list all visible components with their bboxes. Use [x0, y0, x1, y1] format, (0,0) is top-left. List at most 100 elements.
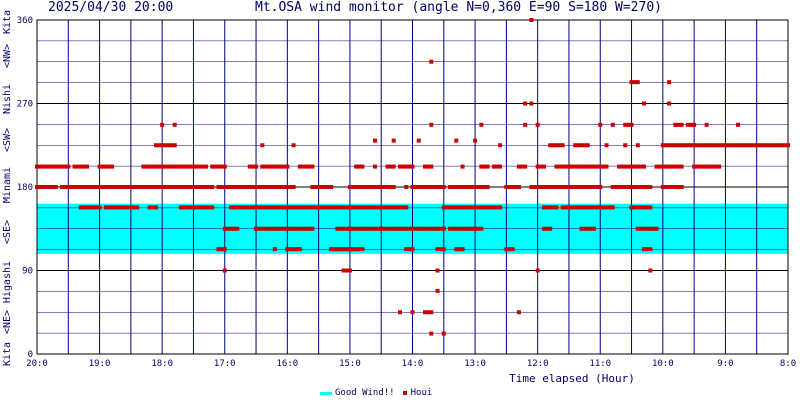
- houi-point: [451, 185, 456, 189]
- houi-point: [288, 226, 293, 231]
- houi-point: [53, 185, 58, 189]
- houi-point: [326, 205, 331, 210]
- houi-point: [404, 226, 409, 231]
- houi-point: [585, 185, 590, 189]
- houi-point: [629, 185, 634, 189]
- houi-point: [751, 143, 756, 148]
- houi-point: [141, 185, 146, 189]
- houi-point: [166, 185, 171, 189]
- houi-point: [376, 226, 381, 231]
- houi-point: [551, 185, 556, 189]
- houi-point: [617, 164, 622, 169]
- houi-point: [648, 226, 653, 231]
- houi-point: [288, 247, 293, 252]
- houi-point: [714, 164, 719, 169]
- houi-point: [244, 205, 249, 210]
- houi-point: [435, 226, 440, 231]
- houi-point: [81, 185, 86, 189]
- houi-point: [335, 205, 340, 210]
- houi-point: [454, 247, 459, 252]
- houi-point: [620, 185, 625, 189]
- houi-point: [510, 185, 515, 189]
- houi-point: [319, 205, 324, 210]
- houi-point: [329, 247, 334, 252]
- houi-point: [767, 143, 772, 148]
- houi-point: [200, 164, 205, 169]
- houi-point: [150, 185, 155, 189]
- houi-point: [354, 185, 359, 189]
- houi-point: [401, 205, 406, 210]
- houi-point: [579, 164, 584, 169]
- y-tick-label: 90: [22, 267, 33, 277]
- houi-point: [332, 205, 337, 210]
- houi-point: [660, 143, 665, 148]
- houi-point: [632, 205, 637, 210]
- houi-point: [285, 205, 290, 210]
- x-tick-label: 8:0: [780, 359, 796, 369]
- houi-point: [285, 164, 290, 169]
- houi-point: [419, 226, 424, 231]
- houi-point: [397, 164, 402, 169]
- houi-point: [147, 164, 152, 169]
- houi-point: [360, 226, 365, 231]
- houi-point: [729, 143, 734, 148]
- houi-point: [554, 164, 559, 169]
- houi-point: [313, 185, 318, 189]
- houi-point: [85, 205, 90, 210]
- houi-point: [41, 164, 46, 169]
- houi-point: [66, 185, 71, 189]
- houi-point: [385, 164, 390, 169]
- houi-point: [441, 247, 446, 252]
- houi-point: [335, 247, 340, 252]
- houi-point: [660, 164, 665, 169]
- houi-point: [704, 164, 709, 169]
- houi-point: [285, 247, 290, 252]
- houi-point: [523, 122, 528, 127]
- houi-point: [479, 164, 484, 169]
- houi-point: [523, 101, 528, 106]
- houi-point: [147, 205, 152, 210]
- houi-point: [429, 310, 434, 315]
- houi-point: [322, 185, 327, 189]
- houi-point: [642, 101, 647, 106]
- legend-swatch-houi: [402, 391, 407, 395]
- houi-point: [426, 226, 431, 231]
- houi-point: [626, 164, 631, 169]
- houi-point: [610, 185, 615, 189]
- houi-point: [354, 205, 359, 210]
- houi-point: [604, 164, 609, 169]
- houi-point: [657, 164, 662, 169]
- houi-point: [645, 205, 650, 210]
- houi-point: [457, 185, 462, 189]
- houi-point: [654, 164, 659, 169]
- houi-point: [448, 226, 453, 231]
- houi-point: [175, 164, 180, 169]
- houi-point: [545, 205, 550, 210]
- houi-point: [635, 143, 640, 148]
- houi-point: [38, 164, 43, 169]
- houi-point: [513, 185, 518, 189]
- houi-point: [685, 143, 690, 148]
- houi-point: [372, 226, 377, 231]
- houi-point: [344, 226, 349, 231]
- houi-point: [351, 205, 356, 210]
- houi-point: [263, 205, 268, 210]
- houi-point: [529, 101, 534, 106]
- houi-point: [407, 164, 412, 169]
- houi-point: [642, 247, 647, 252]
- houi-point: [291, 143, 296, 148]
- houi-point: [294, 247, 299, 252]
- houi-point: [404, 247, 409, 252]
- houi-point: [203, 205, 208, 210]
- houi-point: [222, 185, 227, 189]
- houi-point: [175, 185, 180, 189]
- houi-point: [81, 205, 86, 210]
- x-tick-label: 14:0: [402, 359, 424, 369]
- houi-point: [332, 247, 337, 252]
- houi-point: [244, 185, 249, 189]
- houi-point: [257, 185, 262, 189]
- houi-point: [269, 164, 274, 169]
- houi-point: [582, 164, 587, 169]
- houi-point: [78, 164, 83, 169]
- houi-point: [344, 205, 349, 210]
